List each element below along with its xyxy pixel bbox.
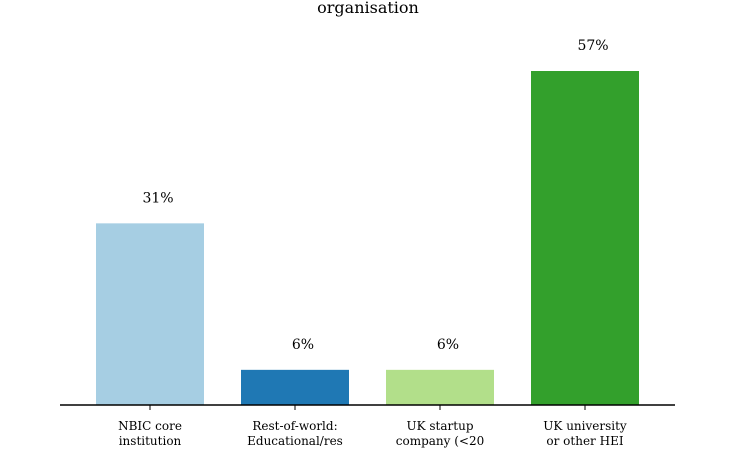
value-label-2: 6%	[437, 337, 459, 353]
chart-title: organisation	[317, 0, 419, 17]
bar-3	[531, 71, 639, 405]
x-tick-label-0-line-0: NBIC core	[118, 419, 182, 433]
x-tick-label-1-line-0: Rest-of-world:	[252, 419, 337, 433]
value-label-1: 6%	[292, 337, 314, 353]
x-tick-label-2-line-1: company (<20	[396, 434, 485, 448]
x-tick-label-0-line-1: institution	[119, 434, 182, 448]
value-label-3: 57%	[577, 38, 608, 54]
bars-group	[96, 71, 639, 405]
value-labels-group: 31% 6% 6% 57%	[142, 38, 608, 353]
value-label-0: 31%	[142, 190, 173, 206]
x-tick-label-1-line-1: Educational/res	[247, 434, 343, 448]
bar-1	[241, 369, 349, 405]
bar-2	[386, 369, 494, 405]
bar-0	[96, 223, 204, 405]
x-tick-label-3-line-0: UK university	[543, 419, 627, 433]
x-tick-label-2-line-0: UK startup	[407, 419, 474, 433]
x-tick-label-3-line-1: or other HEI	[546, 434, 623, 448]
